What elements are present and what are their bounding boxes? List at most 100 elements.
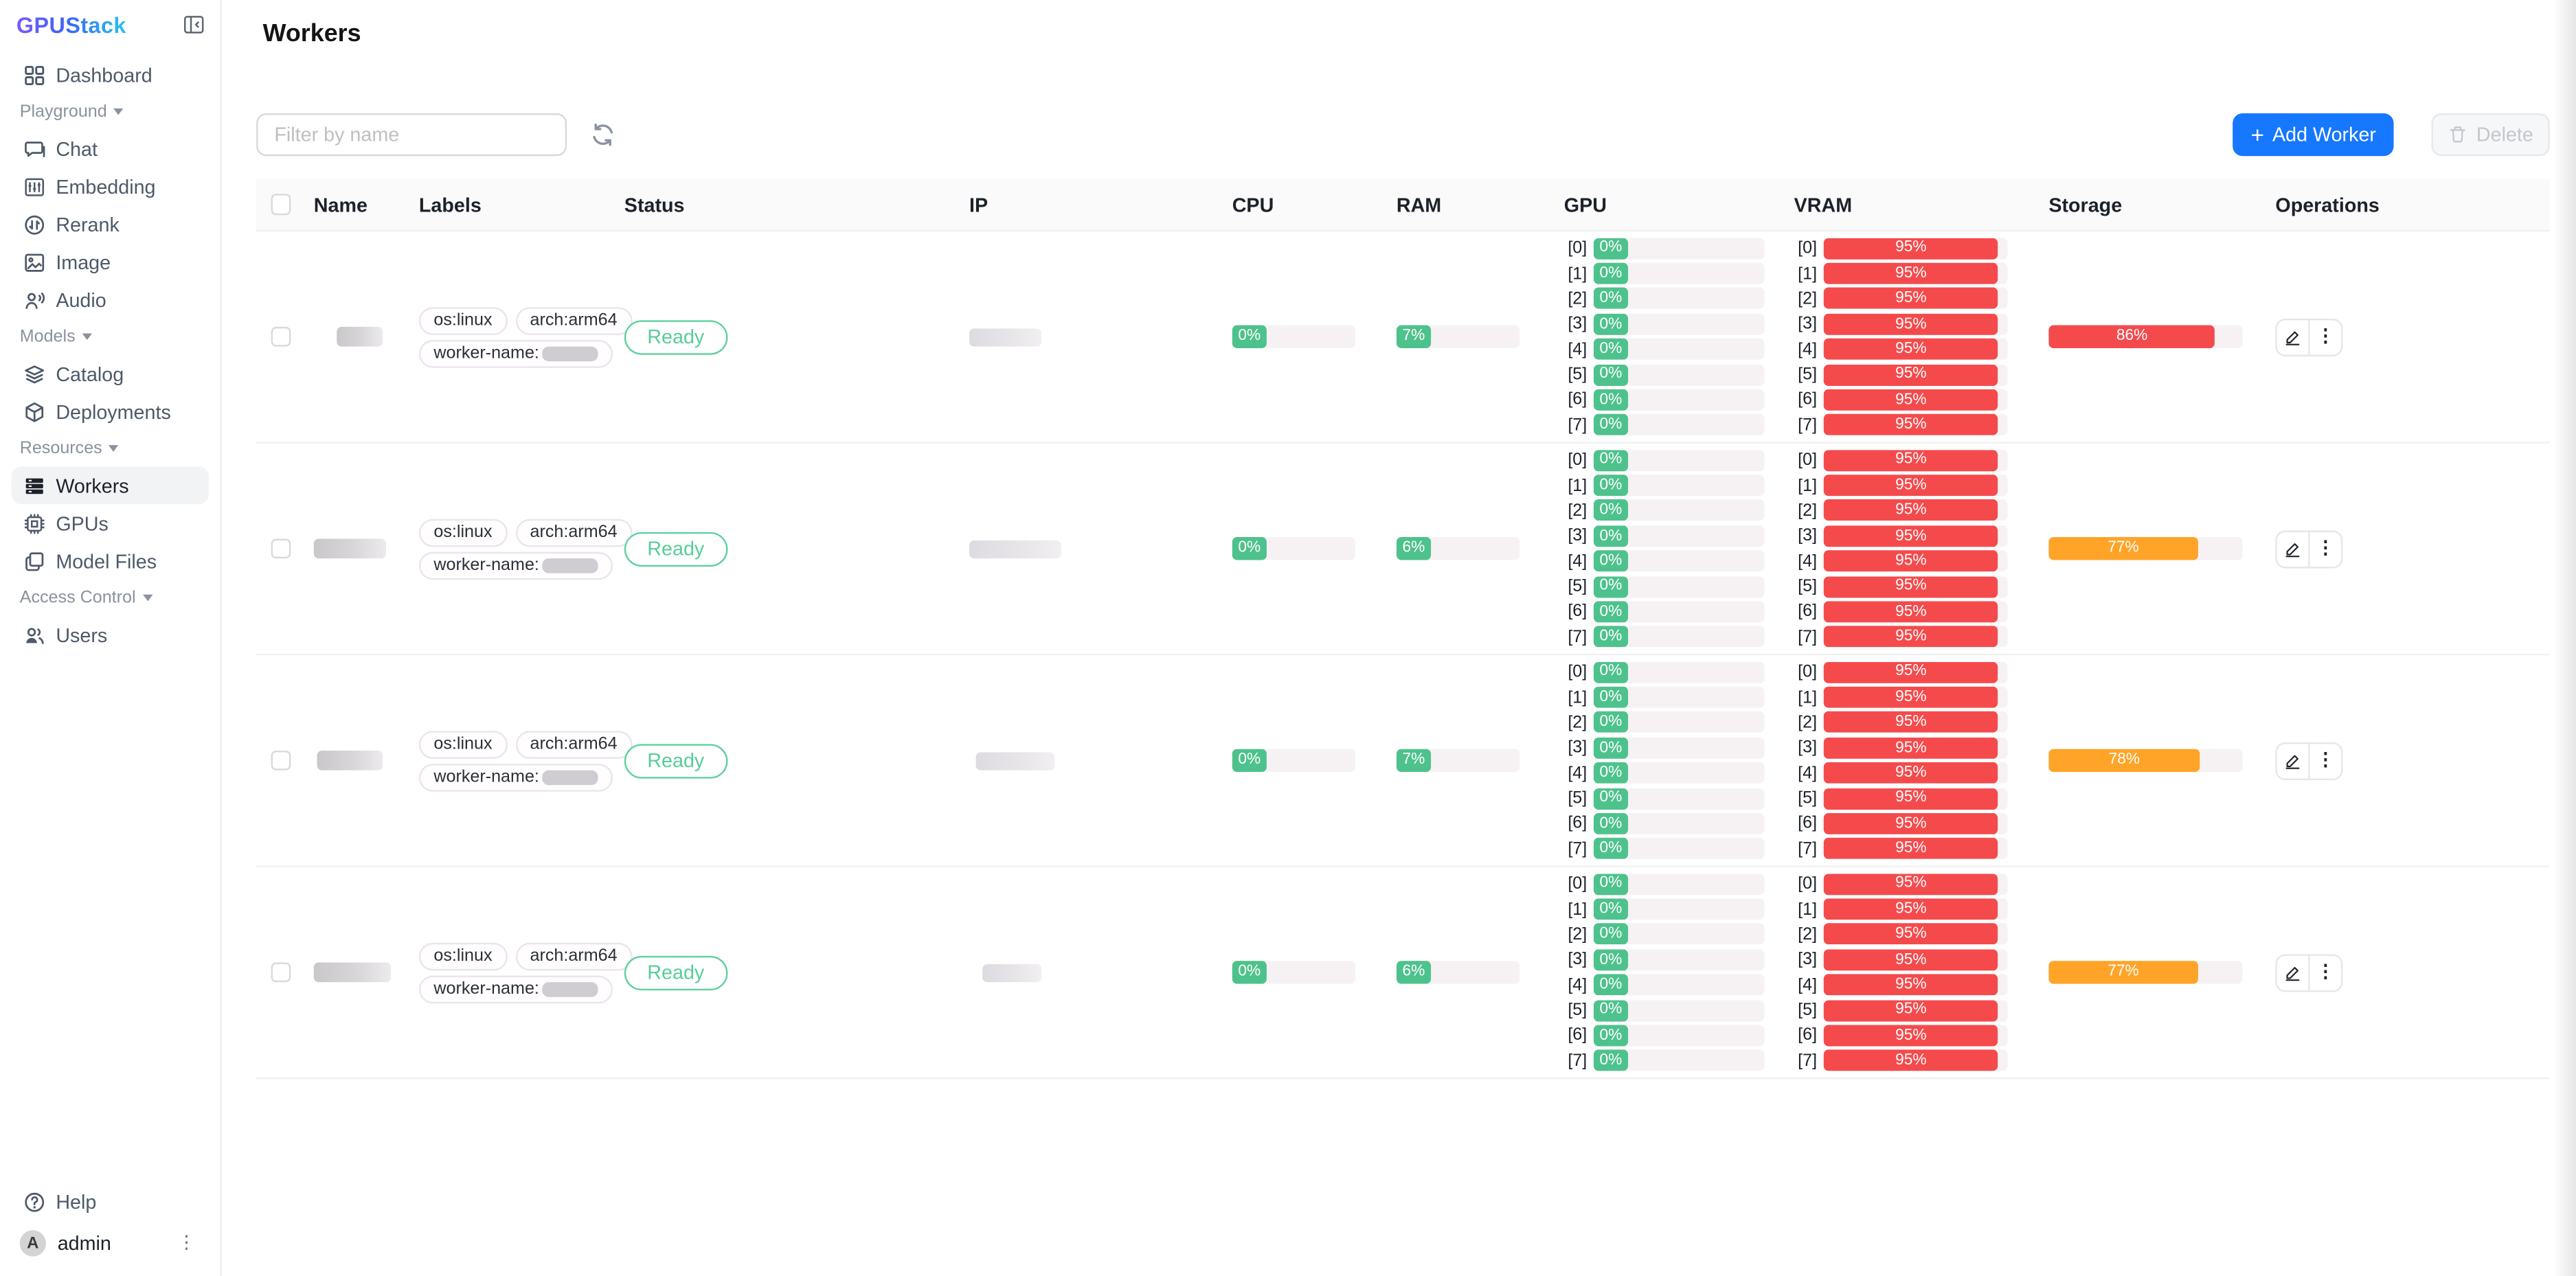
- sidebar-collapse-icon[interactable]: [182, 13, 205, 36]
- sidebar-item-catalog[interactable]: Catalog: [12, 355, 209, 393]
- section-label: Resources: [19, 438, 102, 459]
- edit-button[interactable]: [2276, 531, 2309, 566]
- vram-bar: 95%: [1823, 1025, 2008, 1047]
- vram-index: [1]: [1798, 687, 1818, 707]
- more-actions-button[interactable]: ⋮: [2308, 319, 2342, 354]
- worker-name-pill: worker-name:: [418, 975, 613, 1003]
- sidebar-section-playground[interactable]: Playground: [0, 93, 220, 130]
- sidebar-item-users[interactable]: Users: [12, 616, 209, 654]
- operations-group: ⋮: [2275, 529, 2343, 568]
- vram-bar: 95%: [1823, 737, 2008, 759]
- plus-icon: +: [2250, 120, 2265, 148]
- model-files-icon: [23, 549, 45, 572]
- row-checkbox[interactable]: [271, 961, 291, 983]
- sidebar-item-rerank[interactable]: Rerank: [12, 205, 209, 243]
- column-header-gpu: GPU: [1563, 193, 1607, 216]
- chevron-down-icon: [142, 594, 152, 602]
- vram-bar: 95%: [1823, 762, 2008, 784]
- sidebar-item-label: Users: [56, 623, 108, 647]
- label-pill: os:linux: [418, 306, 508, 334]
- avatar: A: [19, 1230, 46, 1257]
- chat-icon: [23, 137, 45, 160]
- vram-bar: 95%: [1823, 999, 2008, 1021]
- gpu-index: [0]: [1568, 662, 1588, 682]
- status-badge: Ready: [624, 319, 727, 354]
- gpu-index: [2]: [1568, 288, 1588, 309]
- gpu-index: [2]: [1568, 501, 1588, 521]
- vram-bar: 95%: [1823, 924, 2008, 946]
- help-icon: [23, 1190, 45, 1213]
- column-header-labels: Labels: [418, 193, 482, 216]
- catalog-icon: [23, 362, 45, 385]
- more-actions-button[interactable]: ⋮: [2308, 743, 2342, 778]
- sidebar-item-help[interactable]: Help: [12, 1183, 209, 1220]
- gpu-index: [7]: [1568, 627, 1588, 647]
- worker-row: os:linux arch:arm64 worker-name: Ready 0% 7% […: [256, 231, 2550, 444]
- edit-button[interactable]: [2276, 319, 2309, 354]
- row-checkbox[interactable]: [271, 538, 291, 559]
- more-actions-button[interactable]: ⋮: [2308, 955, 2342, 990]
- sidebar-item-chat[interactable]: Chat: [12, 130, 209, 168]
- vram-index: [5]: [1798, 365, 1818, 385]
- refresh-icon[interactable]: [590, 122, 616, 148]
- gpu-util-bar: 0%: [1593, 711, 1765, 733]
- delete-button[interactable]: Delete: [2432, 113, 2550, 157]
- gpu-index: [0]: [1568, 450, 1588, 470]
- worker-row: os:linux arch:arm64 worker-name: Ready 0% 7% […: [256, 655, 2550, 867]
- edit-button[interactable]: [2276, 955, 2309, 990]
- rerank-icon: [23, 213, 45, 236]
- row-checkbox[interactable]: [271, 750, 291, 771]
- sidebar-item-embedding[interactable]: Embedding: [12, 168, 209, 205]
- sidebar-item-deployments[interactable]: Deployments: [12, 393, 209, 431]
- gpustack-logo: GPUStack: [16, 12, 126, 37]
- vram-index: [3]: [1798, 738, 1818, 758]
- vram-index: [7]: [1798, 415, 1818, 435]
- sidebar-item-audio[interactable]: Audio: [12, 281, 209, 319]
- select-all-checkbox[interactable]: [271, 194, 291, 215]
- vram-bar: 95%: [1823, 974, 2008, 996]
- vram-bar: 95%: [1823, 449, 2008, 471]
- sidebar-item-gpus[interactable]: GPUs: [12, 504, 209, 542]
- gpu-index: [3]: [1568, 526, 1588, 546]
- sidebar-item-model-files[interactable]: Model Files: [12, 542, 209, 580]
- section-label: Access Control: [19, 588, 136, 608]
- gpu-util-bar: 0%: [1593, 576, 1765, 597]
- ram-bar: 7%: [1396, 749, 1520, 773]
- kebab-icon: ⋮: [2316, 749, 2335, 770]
- gpu-index: [7]: [1568, 1051, 1588, 1071]
- user-menu-icon[interactable]: ⋮: [177, 1232, 196, 1253]
- gpu-index: [5]: [1568, 1000, 1588, 1021]
- gpu-util-list: [0] 0% [1] 0% [2] 0% [3] 0% [4] 0% [5] 0% [6] 0% [7] 0%: [1556, 873, 1786, 1072]
- sidebar-item-workers[interactable]: Workers: [11, 466, 209, 505]
- sidebar-item-dashboard[interactable]: Dashboard: [12, 56, 209, 93]
- more-actions-button[interactable]: ⋮: [2308, 531, 2342, 566]
- row-checkbox[interactable]: [271, 326, 291, 348]
- gpu-index: [7]: [1568, 415, 1588, 435]
- gpu-index: [2]: [1568, 712, 1588, 733]
- section-label: Playground: [19, 102, 107, 122]
- kebab-icon: ⋮: [2316, 326, 2335, 346]
- vram-index: [6]: [1798, 813, 1818, 834]
- filter-input[interactable]: [256, 113, 567, 157]
- toolbar: + Add Worker Delete: [256, 113, 2550, 157]
- vram-bar: 95%: [1823, 948, 2008, 970]
- workers-table: Name Labels Status IP CPU RAM GPU VRAM Storage Op…: [256, 179, 2550, 1080]
- sidebar: GPUStack Dashboard Playground Chat Embeddin…: [0, 0, 222, 1276]
- vram-bar: 95%: [1823, 576, 2008, 597]
- vram-index: [0]: [1798, 450, 1818, 470]
- sidebar-section-resources[interactable]: Resources: [0, 431, 220, 467]
- gpu-index: [2]: [1568, 924, 1588, 944]
- sidebar-section-access-control[interactable]: Access Control: [0, 580, 220, 616]
- edit-button[interactable]: [2276, 743, 2309, 778]
- gpu-index: [5]: [1568, 365, 1588, 385]
- add-worker-button[interactable]: + Add Worker: [2233, 113, 2395, 157]
- user-row[interactable]: A admin ⋮: [12, 1224, 209, 1263]
- ip-redacted: [969, 539, 1061, 558]
- sidebar-section-models[interactable]: Models: [0, 319, 220, 355]
- gpu-util-bar: 0%: [1593, 363, 1765, 386]
- vram-index: [4]: [1798, 975, 1818, 995]
- vram-index: [7]: [1798, 839, 1818, 859]
- sidebar-item-label: Dashboard: [56, 63, 152, 87]
- sidebar-item-image[interactable]: Image: [12, 243, 209, 281]
- vram-index: [0]: [1798, 662, 1818, 682]
